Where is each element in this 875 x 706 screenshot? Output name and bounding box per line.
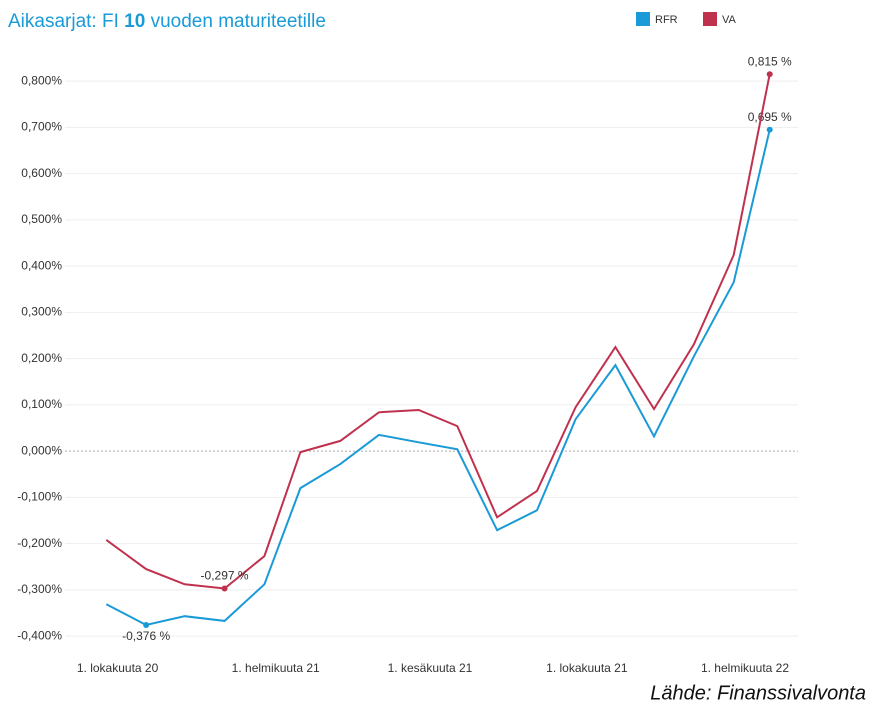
y-tick-label: -0,300% [17, 582, 62, 596]
y-tick-label: 0,100% [21, 397, 62, 411]
x-tick-label: 1. lokakuuta 21 [546, 661, 628, 675]
y-tick-label: 0,700% [21, 120, 62, 134]
chart-title: Aikasarjat: FI 10 vuoden maturiteetille [8, 11, 326, 32]
data-label: 0,815 % [748, 54, 792, 68]
y-tick-label: 0,000% [21, 443, 62, 457]
x-tick-label: 1. helmikuuta 21 [232, 661, 320, 675]
data-label: 0,695 % [748, 110, 792, 124]
y-tick-label: 0,800% [21, 73, 62, 87]
point [221, 585, 228, 592]
x-tick-label: 1. kesäkuuta 21 [388, 661, 473, 675]
y-tick-label: -0,100% [17, 490, 62, 504]
y-tick-label: 0,300% [21, 305, 62, 319]
y-tick-label: 0,500% [21, 212, 62, 226]
title-part: 10 [124, 11, 145, 32]
point [766, 71, 773, 78]
title-part: Aikasarjat: FI [8, 11, 124, 32]
data-label: -0,297 % [201, 569, 249, 583]
x-tick-label: 1. helmikuuta 22 [701, 661, 789, 675]
source: Lähde: Finanssivalvonta [650, 682, 866, 704]
y-tick-label: 0,200% [21, 351, 62, 365]
series-line [105, 74, 771, 590]
legend-swatch [636, 12, 650, 26]
y-tick-label: 0,400% [21, 258, 62, 272]
point [143, 622, 150, 629]
legend-label: VA [722, 14, 737, 26]
data-label: -0,376 % [122, 629, 170, 643]
legend-swatch [703, 12, 717, 26]
title-part: vuoden maturiteetille [145, 11, 326, 32]
y-tick-label: -0,200% [17, 536, 62, 550]
y-tick-label: -0,400% [17, 628, 62, 642]
legend-label: RFR [655, 14, 678, 26]
y-tick-label: 0,600% [21, 166, 62, 180]
x-tick-label: 1. lokakuuta 20 [77, 661, 159, 675]
point [766, 126, 773, 133]
series-line [105, 129, 771, 627]
